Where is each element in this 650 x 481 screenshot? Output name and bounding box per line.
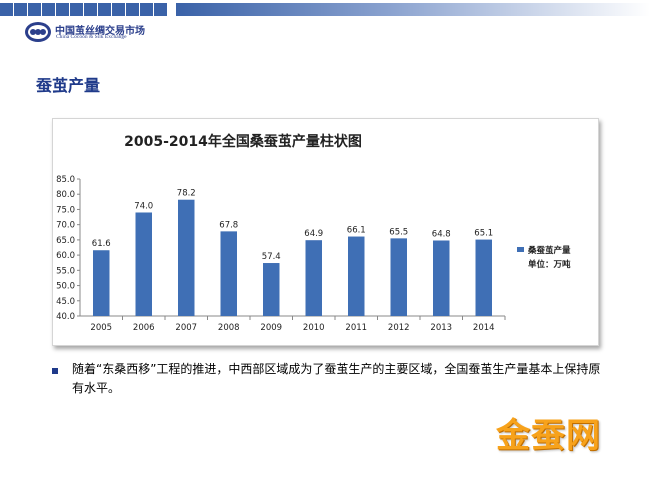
y-tick-label: 75.0 xyxy=(56,205,75,215)
bar-2008 xyxy=(220,231,237,316)
x-tick-label-2012: 2012 xyxy=(388,323,410,333)
bar-2013 xyxy=(433,240,450,316)
x-tick-label-2014: 2014 xyxy=(473,323,495,333)
x-tick-label-2011: 2011 xyxy=(345,323,367,333)
y-tick-label: 50.0 xyxy=(56,282,75,292)
data-label-2010: 64.9 xyxy=(304,229,323,239)
x-tick-label-2006: 2006 xyxy=(133,323,155,333)
data-label-2007: 78.2 xyxy=(177,189,196,199)
bullet-text: 随着“东桑西移”工程的推进，中西部区域成为了蚕茧生产的主要区域，全国蚕茧生产量基… xyxy=(72,362,601,395)
y-tick-label: 45.0 xyxy=(56,297,75,307)
y-tick-label: 55.0 xyxy=(56,266,75,276)
legend-swatch xyxy=(517,247,524,252)
data-label-2006: 74.0 xyxy=(134,201,153,211)
data-label-2014: 65.1 xyxy=(474,229,493,239)
bar-chart: 2005-2014年全国桑蚕茧产量柱状图 40.0 45.0 50.0 55.0 60.0… xyxy=(56,133,571,333)
exchange-logo: 中国茧丝绸交易市场 China Cocoon & Silk Exchange xyxy=(24,20,174,44)
logo-english-name: China Cocoon & Silk Exchange xyxy=(56,34,127,40)
bar-2009 xyxy=(263,263,280,316)
x-tick-label-2010: 2010 xyxy=(303,323,325,333)
legend-label: 桑蚕茧产量 xyxy=(527,245,571,256)
decorative-squares xyxy=(0,0,168,19)
y-tick-label: 70.0 xyxy=(56,221,75,231)
exchange-emblem-icon xyxy=(25,22,51,42)
bar-2007 xyxy=(178,199,195,316)
logo-chinese-name: 中国茧丝绸交易市场 xyxy=(55,26,145,37)
slide-title: 蚕茧产量 xyxy=(36,76,101,95)
unit-label: 单位：万吨 xyxy=(528,259,571,270)
bar-2014 xyxy=(475,239,492,316)
x-tick-label-2009: 2009 xyxy=(260,323,282,333)
bar-2010 xyxy=(305,240,322,316)
chart-title: 2005-2014年全国桑蚕茧产量柱状图 xyxy=(124,133,362,150)
data-label-2009: 57.4 xyxy=(262,252,281,262)
x-tick-label-2008: 2008 xyxy=(218,323,240,333)
data-label-2013: 64.8 xyxy=(432,229,451,239)
y-tick-label: 65.0 xyxy=(56,236,75,246)
bar-2012 xyxy=(390,238,407,316)
top-decoration-band xyxy=(0,0,650,19)
bar-2006 xyxy=(135,212,152,316)
x-tick-label-2013: 2013 xyxy=(430,323,452,333)
bar-2005 xyxy=(93,250,110,316)
y-tick-label: 85.0 xyxy=(56,175,75,185)
brand-watermark: 金蚕网 xyxy=(496,416,601,456)
y-tick-label: 40.0 xyxy=(56,312,75,322)
y-tick-label: 60.0 xyxy=(56,251,75,261)
x-tick-label-2007: 2007 xyxy=(175,323,197,333)
data-label-2008: 67.8 xyxy=(219,220,238,230)
chart-panel: 2005-2014年全国桑蚕茧产量柱状图 40.0 45.0 50.0 55.0 60.0… xyxy=(52,118,599,346)
x-tick-label-2005: 2005 xyxy=(90,323,112,333)
data-label-2012: 65.5 xyxy=(389,227,408,237)
bullet-marker xyxy=(52,368,58,374)
y-tick-label: 80.0 xyxy=(56,190,75,200)
data-label-2005: 61.6 xyxy=(92,239,111,249)
data-label-2011: 66.1 xyxy=(347,226,366,236)
bar-2011 xyxy=(348,236,365,316)
